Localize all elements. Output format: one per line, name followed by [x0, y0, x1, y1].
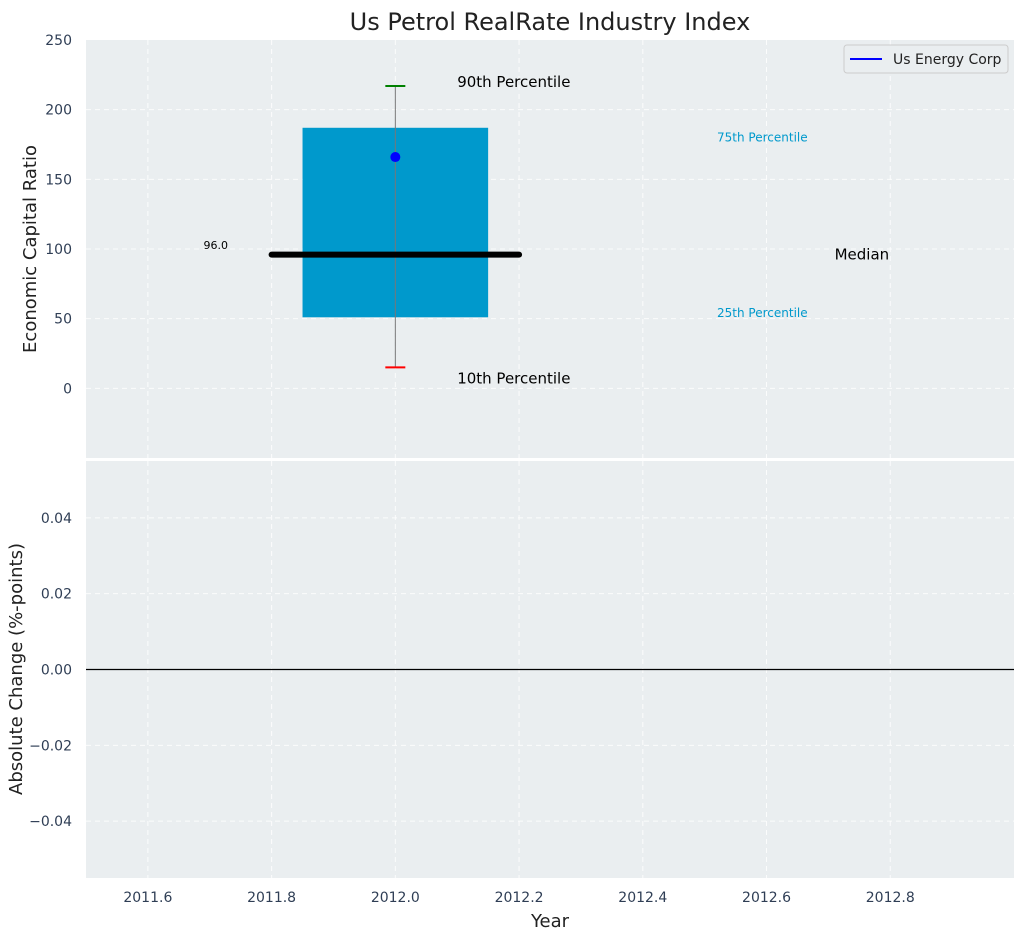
top-y-tick-label: 200 — [45, 103, 72, 119]
bottom-x-tick-labels: 2011.6 2011.8 2012.0 2012.2 2012.4 2012.6 2012… — [123, 890, 914, 906]
top-y-tick-label: 250 — [45, 33, 72, 49]
x-tick-label: 2011.6 — [123, 890, 172, 906]
chart-title: Us Petrol RealRate Industry Index — [350, 8, 751, 36]
bottom-y-axis-label: Absolute Change (%-points) — [6, 543, 27, 795]
bottom-y-tick-label: −0.04 — [29, 814, 72, 830]
annotation-p90: 90th Percentile — [457, 73, 570, 91]
x-tick-label: 2012.6 — [742, 890, 791, 906]
bottom-y-tick-label: 0.02 — [41, 587, 72, 603]
top-chart-marks — [268, 84, 523, 369]
annotation-median: Median — [835, 246, 890, 264]
x-tick-label: 2012.2 — [495, 890, 544, 906]
bottom-y-tick-labels: −0.04 −0.02 0.00 0.02 0.04 — [29, 511, 72, 830]
x-tick-label: 2012.0 — [371, 890, 420, 906]
top-y-tick-label: 100 — [45, 242, 72, 258]
top-y-tick-label: 150 — [45, 172, 72, 188]
bottom-y-tick-label: 0.00 — [41, 663, 72, 679]
annotation-p10: 10th Percentile — [457, 370, 570, 388]
top-y-tick-labels: 0 50 100 150 200 250 — [45, 33, 72, 397]
company-value-point — [390, 152, 401, 163]
legend: Us Energy Corp — [843, 44, 1009, 74]
top-y-tick-label: 0 — [63, 381, 72, 397]
top-y-axis-label: Economic Capital Ratio — [20, 145, 41, 353]
top-y-tick-label: 50 — [54, 312, 72, 328]
x-tick-label: 2012.8 — [866, 890, 915, 906]
x-axis-label: Year — [530, 911, 570, 932]
bottom-y-tick-label: 0.04 — [41, 511, 72, 527]
x-tick-label: 2012.4 — [618, 890, 667, 906]
top-annotations: 90th Percentile 75th Percentile Median 25th… — [204, 73, 890, 388]
legend-label: Us Energy Corp — [893, 52, 1002, 68]
bottom-y-tick-label: −0.02 — [29, 738, 72, 754]
top-gridlines — [86, 40, 1014, 458]
annotation-p25: 25th Percentile — [717, 306, 808, 320]
annotation-p75: 75th Percentile — [717, 131, 808, 145]
annotation-medval: 96.0 — [204, 239, 229, 252]
x-tick-label: 2011.8 — [247, 890, 296, 906]
legend-box — [843, 44, 1009, 74]
